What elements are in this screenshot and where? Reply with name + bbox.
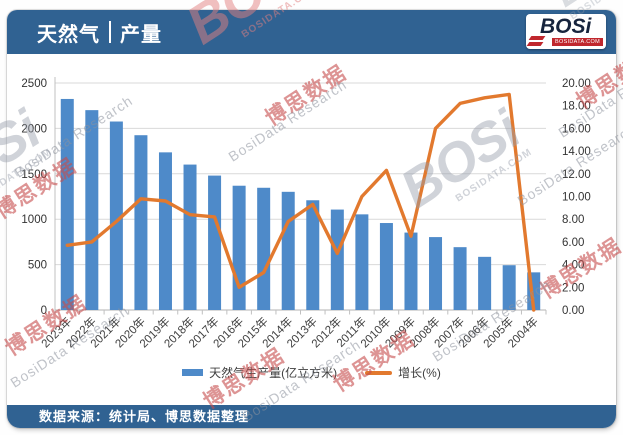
bar-2019年 — [158, 152, 172, 310]
left-axis-tick-label: 0 — [41, 305, 47, 317]
legend-item-production: 天然气生产量(亿立方米) — [182, 364, 337, 381]
bar-2011年 — [355, 214, 369, 310]
right-axis-tick-label: 18.00 — [562, 101, 591, 113]
bar-2017年 — [208, 175, 222, 310]
right-axis-tick-label: 4.00 — [562, 260, 584, 272]
bosi-logo-url: BOSIDATA.COM — [552, 38, 603, 46]
legend-production-label: 天然气生产量(亿立方米) — [209, 366, 338, 380]
left-axis-tick-label: 1500 — [21, 169, 47, 181]
right-axis-tick-label: 6.00 — [562, 237, 584, 249]
card-header: 天然气 产量 BOSi BOSIDATA.COM — [7, 10, 616, 54]
bar-2016年 — [232, 185, 246, 310]
title-metric: 产量 — [120, 23, 162, 46]
left-axis-tick-label: 2500 — [21, 78, 47, 90]
bar-2018年 — [183, 164, 197, 310]
bar-2006年 — [478, 256, 492, 310]
page-title: 天然气 产量 — [37, 18, 162, 47]
bar-2014年 — [281, 191, 295, 310]
right-axis-tick-label: 0.00 — [562, 305, 584, 317]
left-axis-tick-label: 500 — [28, 260, 47, 272]
legend-line-swatch — [365, 370, 393, 375]
legend-bar-swatch — [182, 369, 204, 376]
bosi-logo-text: BOSi — [540, 15, 592, 38]
card-footer: 数据来源：统计局、博思数据整理 — [7, 405, 616, 428]
left-axis-tick-label: 1000 — [21, 214, 47, 226]
right-axis-tick-label: 20.00 — [562, 78, 591, 90]
title-category: 天然气 — [37, 23, 100, 46]
bar-2020年 — [134, 135, 148, 310]
right-axis-tick-label: 16.00 — [562, 123, 591, 135]
legend-growth-label: 增长(%) — [398, 366, 441, 380]
bar-2008年 — [429, 237, 443, 310]
bosi-logo: BOSi BOSIDATA.COM — [526, 14, 606, 49]
bar-2009年 — [404, 232, 418, 310]
right-axis-tick-label: 14.00 — [562, 146, 591, 158]
growth-line — [65, 92, 536, 312]
bar-2021年 — [109, 121, 123, 310]
bar-2010年 — [379, 223, 393, 310]
right-axis-tick-label: 10.00 — [562, 192, 591, 204]
right-axis-tick-label: 12.00 — [562, 169, 591, 181]
data-source-label: 数据来源：统计局、博思数据整理 — [39, 409, 250, 424]
bar-2007年 — [453, 247, 467, 310]
bar-2005年 — [502, 265, 516, 310]
right-axis-tick-label: 8.00 — [562, 214, 584, 226]
bar-2012年 — [330, 209, 344, 310]
chart-legend: 天然气生产量(亿立方米) 增长(%) — [7, 364, 616, 381]
right-axis-tick-label: 2.00 — [562, 282, 584, 294]
title-divider — [109, 21, 111, 43]
bar-2013年 — [306, 200, 320, 310]
bar-2022年 — [85, 110, 99, 310]
bar-2015年 — [257, 187, 271, 310]
legend-item-growth: 增长(%) — [365, 364, 441, 381]
bar-2023年 — [60, 98, 74, 311]
left-axis-tick-label: 2000 — [21, 123, 47, 135]
